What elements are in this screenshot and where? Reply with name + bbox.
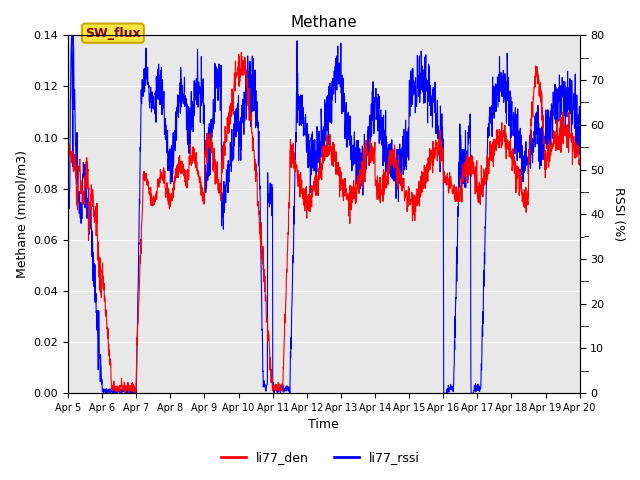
- Text: –: –: [584, 321, 589, 331]
- Title: Methane: Methane: [291, 15, 357, 30]
- Text: –: –: [584, 142, 589, 152]
- Y-axis label: RSSI (%): RSSI (%): [612, 187, 625, 241]
- Legend: li77_den, li77_rssi: li77_den, li77_rssi: [216, 446, 424, 469]
- Y-axis label: Methane (mmol/m3): Methane (mmol/m3): [15, 150, 28, 278]
- Text: –: –: [584, 187, 589, 197]
- Text: –: –: [584, 231, 589, 241]
- Text: –: –: [584, 53, 589, 63]
- Text: –: –: [584, 366, 589, 376]
- Text: –: –: [584, 97, 589, 108]
- X-axis label: Time: Time: [308, 419, 339, 432]
- Text: –: –: [584, 276, 589, 286]
- Text: SW_flux: SW_flux: [85, 26, 141, 40]
